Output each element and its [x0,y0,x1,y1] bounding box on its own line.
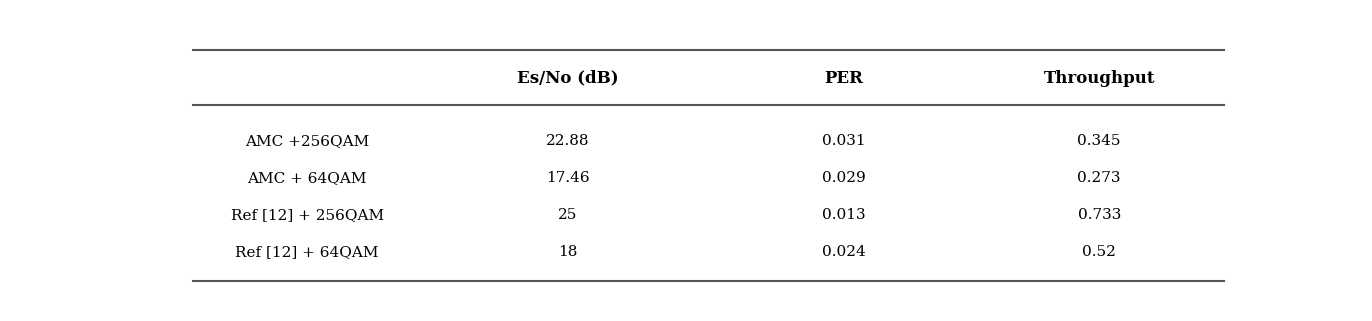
Text: Ref [12] + 64QAM: Ref [12] + 64QAM [236,245,379,259]
Text: PER: PER [825,70,863,87]
Text: 0.52: 0.52 [1083,245,1117,259]
Text: 0.013: 0.013 [822,208,866,222]
Text: 0.031: 0.031 [822,134,866,148]
Text: AMC + 64QAM: AMC + 64QAM [247,171,366,185]
Text: 0.733: 0.733 [1077,208,1121,222]
Text: 0.029: 0.029 [822,171,866,185]
Text: 0.024: 0.024 [822,245,866,259]
Text: 17.46: 17.46 [546,171,590,185]
Text: 0.273: 0.273 [1077,171,1121,185]
Text: Throughput: Throughput [1044,70,1155,87]
Text: AMC +256QAM: AMC +256QAM [246,134,369,148]
Text: 0.345: 0.345 [1077,134,1121,148]
Text: 25: 25 [558,208,578,222]
Text: Es/No (dB): Es/No (dB) [517,70,619,87]
Text: 22.88: 22.88 [546,134,590,148]
Text: Ref [12] + 256QAM: Ref [12] + 256QAM [230,208,384,222]
Text: 18: 18 [558,245,578,259]
